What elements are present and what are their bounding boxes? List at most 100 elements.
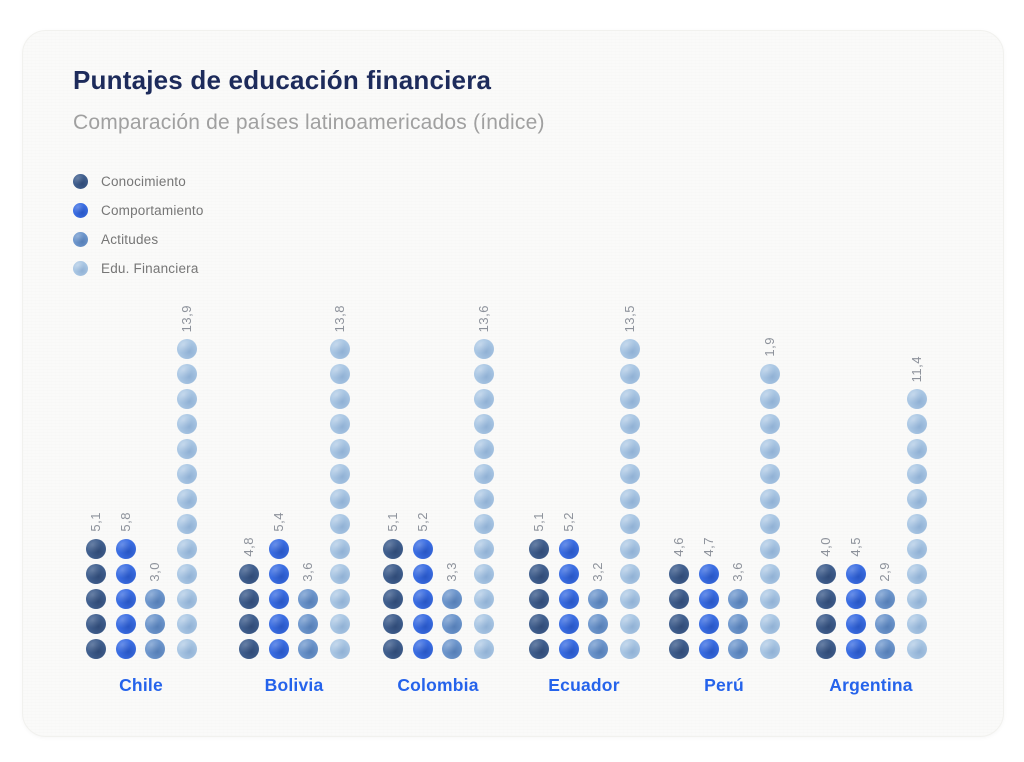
dot-edu_financiera <box>760 564 780 584</box>
dot-comportamiento <box>413 539 433 559</box>
value-label-edu_financiera: 1,9 <box>762 337 777 357</box>
dot-edu_financiera <box>760 364 780 384</box>
dot-comportamiento <box>559 564 579 584</box>
dot-edu_financiera <box>620 539 640 559</box>
dot-comportamiento <box>269 639 289 659</box>
dot-edu_financiera <box>177 539 197 559</box>
dot-actitudes <box>442 639 462 659</box>
dot-conocimiento <box>383 564 403 584</box>
value-label-edu_financiera: 13,5 <box>622 304 637 332</box>
dot-edu_financiera <box>330 589 350 609</box>
dot-edu_financiera <box>474 514 494 534</box>
dot-conocimiento <box>816 564 836 584</box>
dot-edu_financiera <box>620 364 640 384</box>
country-label: Perú <box>704 675 744 695</box>
dot-actitudes <box>875 589 895 609</box>
dot-conocimiento <box>239 564 259 584</box>
dot-conocimiento <box>669 589 689 609</box>
dot-actitudes <box>728 589 748 609</box>
dot-edu_financiera <box>474 364 494 384</box>
dot-actitudes <box>298 639 318 659</box>
dot-conocimiento <box>816 614 836 634</box>
dot-comportamiento <box>413 589 433 609</box>
legend-label-conocimiento: Conocimiento <box>101 174 186 189</box>
dot-edu_financiera <box>474 489 494 509</box>
dot-comportamiento <box>699 589 719 609</box>
dot-conocimiento <box>669 639 689 659</box>
dot-edu_financiera <box>760 464 780 484</box>
dot-conocimiento <box>239 614 259 634</box>
dot-conocimiento <box>86 539 106 559</box>
dot-conocimiento <box>816 639 836 659</box>
dot-edu_financiera <box>177 364 197 384</box>
dot-actitudes <box>298 589 318 609</box>
dot-edu_financiera <box>177 514 197 534</box>
legend-dot-edu-financiera-icon <box>73 261 88 276</box>
dot-edu_financiera <box>330 364 350 384</box>
dot-edu_financiera <box>177 389 197 409</box>
legend-label-edu-financiera: Edu. Financiera <box>101 261 199 276</box>
dot-edu_financiera <box>760 539 780 559</box>
dot-comportamiento <box>413 639 433 659</box>
dot-conocimiento <box>529 614 549 634</box>
value-label-comportamiento: 5,2 <box>561 512 576 532</box>
dot-edu_financiera <box>907 539 927 559</box>
dot-comportamiento <box>116 564 136 584</box>
dot-comportamiento <box>559 614 579 634</box>
dot-conocimiento <box>383 639 403 659</box>
dot-conocimiento <box>86 614 106 634</box>
value-label-actitudes: 2,9 <box>877 562 892 582</box>
dot-edu_financiera <box>177 339 197 359</box>
dot-edu_financiera <box>330 389 350 409</box>
legend: Conocimiento Comportamiento Actitudes Ed… <box>73 167 204 283</box>
dot-comportamiento <box>846 589 866 609</box>
dot-edu_financiera <box>620 464 640 484</box>
dot-conocimiento <box>86 639 106 659</box>
dot-edu_financiera <box>474 339 494 359</box>
value-label-edu_financiera: 13,8 <box>332 304 347 332</box>
value-label-conocimiento: 4,0 <box>818 537 833 557</box>
dot-edu_financiera <box>620 389 640 409</box>
chart-card: Puntajes de educación financiera Compara… <box>22 30 1004 737</box>
dot-edu_financiera <box>177 439 197 459</box>
value-label-comportamiento: 4,5 <box>848 537 863 557</box>
dot-conocimiento <box>529 539 549 559</box>
dot-edu_financiera <box>907 489 927 509</box>
dot-actitudes <box>875 614 895 634</box>
dot-edu_financiera <box>177 614 197 634</box>
dot-comportamiento <box>846 639 866 659</box>
dot-actitudes <box>588 639 608 659</box>
value-label-conocimiento: 4,8 <box>241 537 256 557</box>
dot-comportamiento <box>846 614 866 634</box>
dot-comportamiento <box>116 589 136 609</box>
country-label: Argentina <box>829 675 913 695</box>
value-label-actitudes: 3,6 <box>300 562 315 582</box>
dot-comportamiento <box>846 564 866 584</box>
dot-edu_financiera <box>474 414 494 434</box>
dot-actitudes <box>145 639 165 659</box>
dot-conocimiento <box>529 589 549 609</box>
dot-edu_financiera <box>620 514 640 534</box>
dot-conocimiento <box>239 639 259 659</box>
value-label-comportamiento: 4,7 <box>701 537 716 557</box>
dot-comportamiento <box>699 639 719 659</box>
value-label-edu_financiera: 11,4 <box>909 355 924 382</box>
value-label-actitudes: 3,0 <box>147 562 162 582</box>
dot-actitudes <box>728 639 748 659</box>
dot-edu_financiera <box>474 639 494 659</box>
dot-edu_financiera <box>907 589 927 609</box>
value-label-comportamiento: 5,2 <box>415 512 430 532</box>
country-label: Chile <box>119 675 163 695</box>
dot-chart: 5,1 5,8 3,0 13,9 Chile 4,8 5,4 3,6 13,8 Bolivia 5,… <box>23 31 1003 736</box>
dot-edu_financiera <box>907 514 927 534</box>
dot-comportamiento <box>269 564 289 584</box>
dot-edu_financiera <box>330 514 350 534</box>
dot-edu_financiera <box>330 464 350 484</box>
dot-edu_financiera <box>620 589 640 609</box>
dot-conocimiento <box>383 539 403 559</box>
value-label-conocimiento: 5,1 <box>88 512 103 532</box>
legend-label-comportamiento: Comportamiento <box>101 203 204 218</box>
dot-edu_financiera <box>760 514 780 534</box>
legend-item-actitudes: Actitudes <box>73 225 204 254</box>
value-label-actitudes: 3,2 <box>590 562 605 582</box>
